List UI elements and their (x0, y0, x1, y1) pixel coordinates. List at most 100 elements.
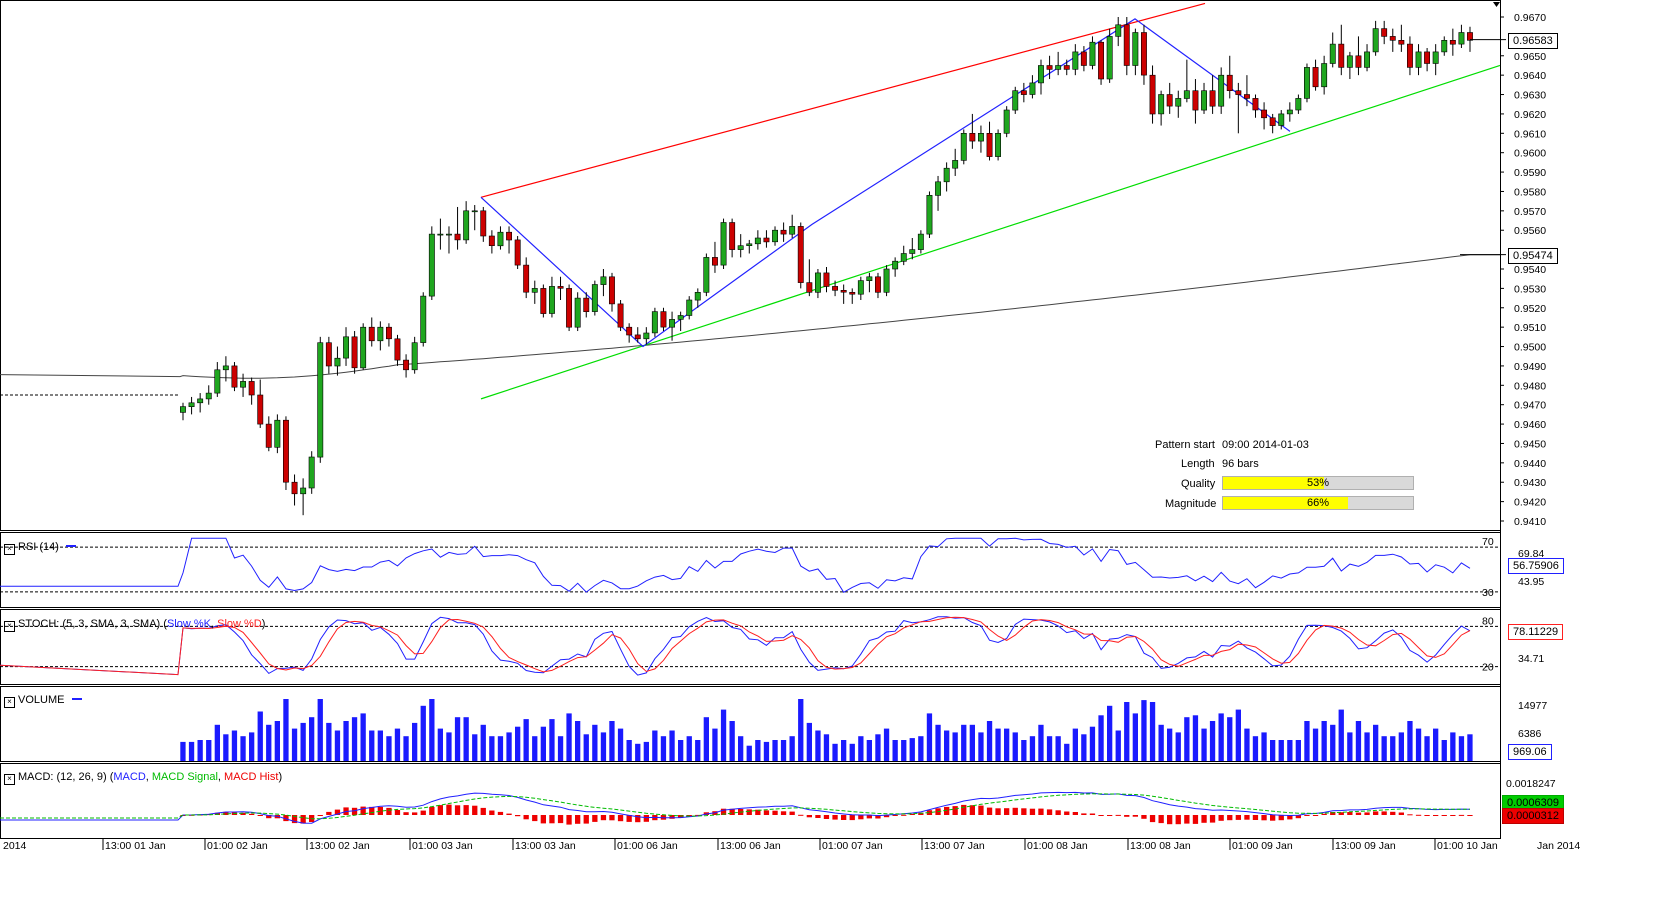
macd-hist-bar (617, 815, 624, 822)
price-tick-label: 0.9520 (1514, 303, 1546, 315)
macd-hist-bar (1201, 815, 1207, 823)
candle-body (240, 381, 246, 388)
candle-body (1089, 41, 1096, 66)
macd-hist-bar (386, 807, 392, 815)
candle-body (1295, 98, 1302, 111)
macd-hist-bar (300, 815, 306, 824)
macd-hist-bar (257, 815, 263, 816)
volume-bar (1252, 736, 1259, 761)
volume-bar (1124, 702, 1130, 761)
volume-bar (300, 722, 306, 761)
stoch-d-label: Slow %D (217, 618, 262, 630)
rsi-legend-swatch (66, 545, 77, 547)
candle-body (343, 336, 349, 359)
macd-hist-bar (969, 805, 975, 815)
panel-frame (0, 532, 1501, 608)
candle-body (471, 210, 478, 213)
candle-body (1141, 32, 1147, 76)
volume-bar (420, 705, 426, 761)
time-axis-label: 13:00 02 Jan (309, 840, 370, 852)
volume-bar (952, 732, 958, 761)
candle-body (935, 181, 942, 196)
volume-bar (720, 709, 727, 761)
panel-close-icon[interactable]: × (4, 697, 15, 708)
volume-bar (841, 740, 847, 761)
volume-bar (557, 736, 564, 761)
volume-bar (1132, 713, 1138, 761)
macd-hist-bar (806, 815, 812, 818)
stoch-panel-title: × STOCH: (5, 3, SMA, 3, SMA) (Slow %K, Sl… (4, 618, 265, 632)
volume-bar (652, 730, 658, 761)
rsi-axis-low: 43.95 (1518, 576, 1544, 588)
quality-bar-fill (1223, 477, 1324, 489)
candle-body (892, 260, 899, 270)
volume-bar (360, 713, 366, 761)
volume-bar (214, 724, 220, 761)
macd-hist-bar (1433, 815, 1439, 816)
pattern-magnitude-label: Magnitude (1165, 498, 1217, 510)
volume-bar (592, 724, 598, 761)
stoch-value-box: 78.11229 (1508, 624, 1564, 640)
volume-bar (291, 728, 298, 761)
macd-hist-bar (583, 815, 589, 824)
macd-hist-bar (1295, 815, 1301, 819)
macd-hist-bar (720, 808, 727, 815)
candle-body (1106, 36, 1113, 80)
volume-bar (1347, 732, 1353, 761)
stoch-d-line (0, 616, 1471, 676)
macd-hist-bar (1415, 814, 1422, 816)
price-tick-label: 0.9610 (1514, 128, 1546, 140)
volume-bar (961, 724, 967, 761)
macd-hist-bar (815, 815, 821, 818)
volume-bar (798, 699, 804, 761)
panel-close-icon[interactable]: × (4, 774, 15, 785)
macd-hist-bar (1081, 813, 1087, 815)
candle-body (523, 264, 530, 293)
macd-hist-bar (351, 807, 358, 815)
macd-hist-bar (789, 811, 795, 815)
candle-body (282, 419, 289, 483)
volume-bar (1244, 728, 1250, 761)
macd-hist-bar (549, 815, 555, 824)
volume-bar (823, 734, 830, 761)
volume-bar (1149, 702, 1156, 761)
macd-hist-bar (1381, 811, 1387, 815)
magnitude-bar-text: 66% (1306, 497, 1330, 509)
volume-bar (446, 732, 452, 761)
panel-close-icon[interactable]: × (4, 621, 15, 632)
volume-bar (283, 699, 289, 761)
price-tick-label: 0.9640 (1514, 70, 1546, 82)
volume-bar (935, 724, 941, 761)
volume-bar (274, 721, 280, 761)
candle-body (823, 272, 830, 287)
volume-bar (1209, 721, 1216, 761)
macd-signal-line (0, 793, 1470, 820)
price-tick-label: 0.9650 (1514, 51, 1546, 63)
volume-bar (575, 721, 581, 761)
panel-close-icon[interactable]: × (4, 544, 15, 555)
price-tick-label: 0.9590 (1514, 167, 1546, 179)
candle-body (1020, 90, 1027, 95)
volume-bar (1235, 709, 1241, 761)
candle-body (969, 133, 976, 142)
volume-bar (806, 722, 812, 761)
macd-hist-bar (360, 806, 366, 815)
candle-body (222, 365, 229, 371)
macd-hist-bar (283, 815, 289, 822)
macd-hist-bar (377, 806, 383, 815)
candle-body (1389, 36, 1396, 41)
macd-hist-bar (729, 808, 735, 815)
macd-hist-bar (223, 811, 229, 815)
price-tick-label: 0.9570 (1514, 206, 1546, 218)
price-tick-label: 0.9460 (1514, 419, 1546, 431)
candle-body (317, 342, 324, 458)
candle-body (797, 226, 804, 283)
stoch-axis-low: 34.71 (1518, 653, 1544, 665)
volume-bar (343, 721, 349, 761)
macd-hist-bar (1244, 815, 1250, 820)
volume-bar (506, 732, 512, 761)
candle-body (1346, 55, 1353, 68)
macd-hist-bar (1098, 815, 1104, 816)
volume-bar (334, 730, 341, 761)
